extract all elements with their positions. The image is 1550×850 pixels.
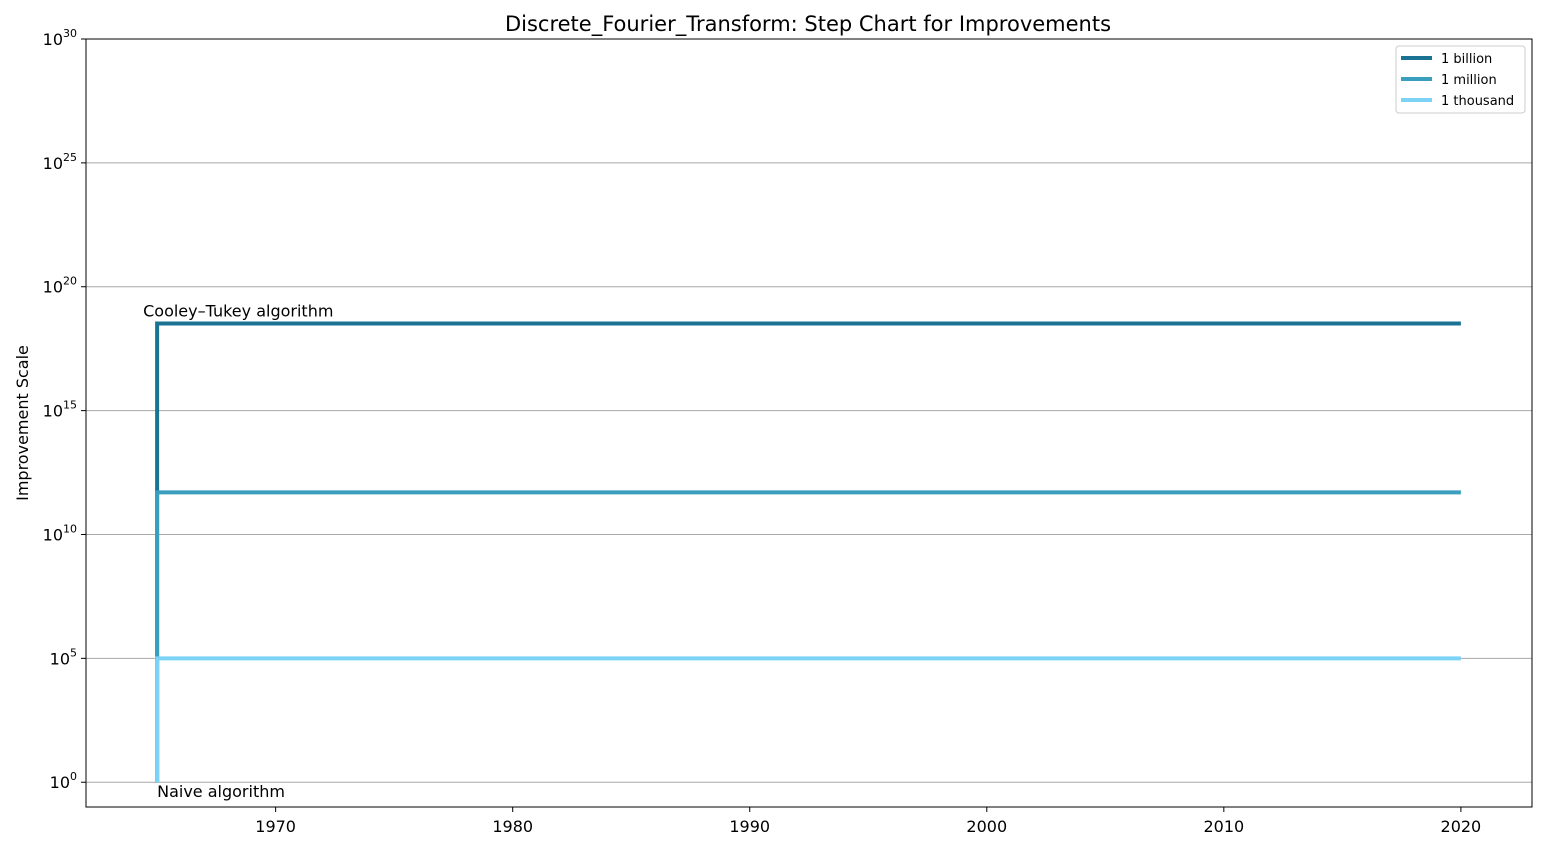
x-tick-label: 2020 — [1441, 817, 1482, 836]
y-axis: 100 105 1010 1015 1020 1025 1030 — [43, 27, 86, 792]
plot-frame — [85, 38, 1533, 808]
y-tick-label: 105 — [50, 646, 77, 668]
y-tick-label: 1025 — [43, 151, 77, 173]
series-lines — [155, 321, 1461, 783]
y-tick-label: 1030 — [43, 27, 77, 49]
annotation-label: Naive algorithm — [157, 782, 285, 801]
legend-label: 1 million — [1441, 73, 1497, 88]
x-tick-label: 2010 — [1203, 817, 1244, 836]
series-line — [155, 656, 1461, 783]
series-line — [155, 321, 1461, 783]
grid-lines — [86, 162, 1532, 783]
legend-label: 1 thousand — [1441, 94, 1514, 109]
x-tick-label: 1980 — [492, 817, 533, 836]
x-axis: 1970 1980 1990 2000 2010 2020 — [255, 807, 1481, 836]
legend: 1 billion 1 million 1 thousand — [1395, 45, 1526, 114]
y-tick-label: 1020 — [43, 275, 77, 297]
y-axis-label: Improvement Scale — [13, 345, 32, 501]
series-line — [155, 490, 1461, 783]
y-tick-label: 1015 — [43, 399, 77, 421]
chart-title: Discrete_Fourier_Transform: Step Chart f… — [505, 12, 1111, 37]
annotations: Cooley–Tukey algorithm Naive algorithm — [143, 301, 333, 801]
x-tick-label: 1990 — [729, 817, 770, 836]
y-tick-label: 1010 — [43, 522, 77, 544]
y-tick-label: 100 — [50, 770, 77, 792]
x-tick-label: 2000 — [966, 817, 1007, 836]
legend-label: 1 billion — [1441, 52, 1492, 67]
x-tick-label: 1970 — [255, 817, 296, 836]
annotation-label: Cooley–Tukey algorithm — [143, 301, 333, 320]
legend-box — [1395, 45, 1526, 114]
